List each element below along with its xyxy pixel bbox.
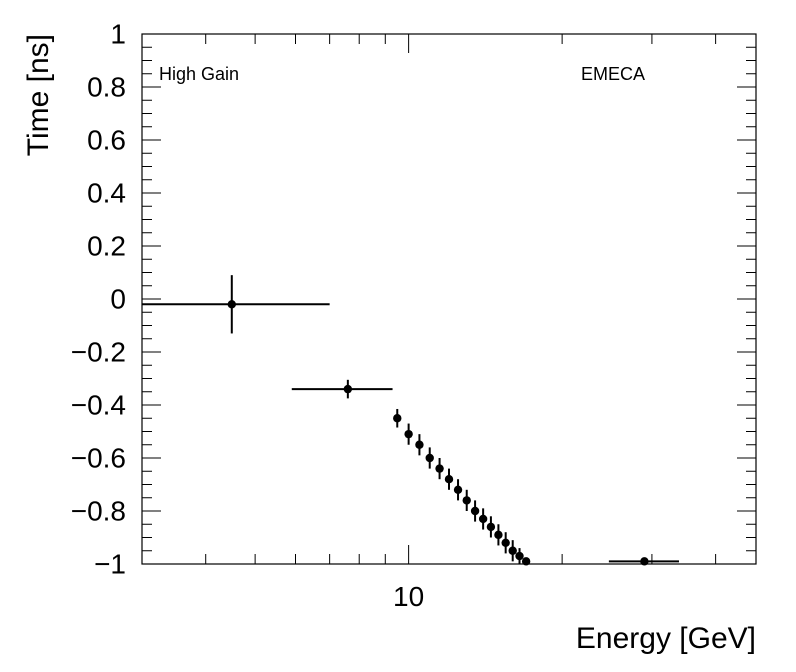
data-marker [462,496,471,505]
data-point [415,434,424,456]
data-marker [453,485,463,494]
y-tick-label: 0.4 [87,178,126,209]
data-marker [444,475,454,484]
data-point [142,275,330,334]
data-point [494,524,503,546]
data-point [425,447,434,469]
data-point [404,423,413,445]
y-tick-label: 1 [110,19,126,50]
data-point [453,479,463,501]
data-point [393,408,402,428]
y-tick-label: 0.6 [87,125,126,156]
data-point [462,489,471,511]
y-tick-labels: 1 0.8 0.6 0.4 0.2 0 −0.2 −0.4 −0.6 −0.8 −1 [71,19,126,580]
data-marker [404,429,413,439]
x-tick-label: 10 [393,581,424,612]
y-tick-label: 0.2 [87,231,126,262]
data-marker [521,557,531,566]
y-tick-label: −0.2 [71,337,126,368]
plot-frame [141,33,757,565]
annotation-emeca: EMECA [581,64,645,84]
data-point [291,379,393,399]
data-points [142,275,679,566]
data-marker [435,464,444,473]
data-marker [486,522,496,532]
y-tick-label: −0.4 [71,390,126,421]
data-marker [470,506,480,516]
data-point [470,500,480,522]
data-marker [478,514,488,524]
data-point [486,516,496,538]
data-marker [494,530,503,540]
data-marker [515,551,524,561]
data-point [521,557,531,566]
data-point [444,468,454,490]
data-point [608,557,679,566]
y-tick-label: −0.6 [71,443,126,474]
data-marker [501,538,510,547]
data-marker [415,440,424,449]
data-marker [508,546,517,555]
data-point [478,508,488,530]
data-point [515,548,524,564]
data-marker [425,453,434,463]
data-marker [640,557,649,566]
y-axis-title: Time [ns] [22,34,55,156]
y-tick-label: −0.8 [71,496,126,527]
data-point [508,540,517,562]
data-marker [227,300,236,309]
data-point [501,532,510,554]
y-tick-label: 0.8 [87,72,126,103]
data-marker [393,414,402,423]
x-axis-title: Energy [GeV] [576,622,756,655]
data-point [435,458,444,480]
data-marker [343,384,353,394]
y-tick-label: −1 [94,549,126,580]
annotation-high-gain: High Gain [159,64,239,84]
y-tick-label: 0 [110,284,126,315]
x-tick-labels: 10 [393,581,424,612]
